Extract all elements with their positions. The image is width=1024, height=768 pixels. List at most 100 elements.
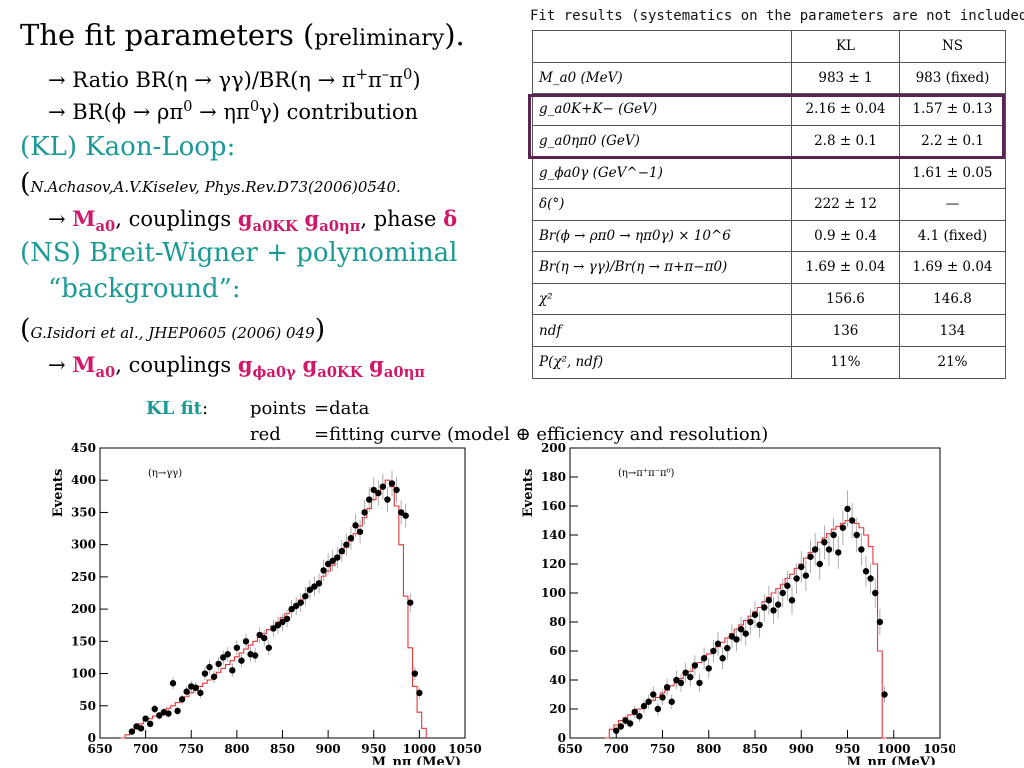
chart-annotation: (η→γγ) [148,468,182,479]
data-point [197,689,204,697]
data-point [183,688,190,695]
data-point [858,546,865,553]
param-cell: ndf [532,314,792,347]
data-point [640,702,648,710]
data-point [315,580,323,587]
chart-annotation: (η→π⁺π⁻π⁰) [618,468,675,479]
data-point [365,496,373,503]
table-row: Br(η → γγ)/Br(η → π+π−π0) 1.69 ± 0.04 1.69… [532,251,1006,284]
data-point [779,589,786,597]
ns-cell: 134 [899,314,1006,347]
data-point [146,720,154,728]
data-point [156,712,163,719]
data-point [636,713,643,720]
data-point [192,684,200,691]
kl-cell: 983 ± 1 [791,61,900,95]
data-point [774,601,782,608]
ns-cell: 1.61 ± 0.05 [899,156,1006,189]
table-header-cell: KL [791,30,900,63]
data-point [407,599,414,606]
kl-cell: 222 ± 12 [791,187,900,221]
ns-cell: 4.1 (fixed) [899,219,1006,253]
ns-heading-1: (NS) Breit-Wigner + polynominal [20,238,458,268]
data-point [714,640,722,647]
data-point [402,512,409,519]
data-point [261,634,268,642]
table-header-cell: NS [899,30,1006,63]
y-tick-label: 50 [79,699,96,713]
data-point [645,698,652,705]
x-tick-label: 850 [270,742,295,756]
y-tick-label: 100 [71,667,96,681]
y-tick-label: 120 [541,557,566,571]
data-point [848,517,856,524]
ns-cell: 1.69 ± 0.04 [899,251,1006,284]
chart-eta-gamma-gamma: 650 700 750 800 850 900 950 1000 1050 0 50 100 150 20… [51,441,482,765]
param-cell: g_a0ηπ0 (GeV) [532,124,792,158]
fit-curve [120,479,427,739]
table-header-cell [532,30,792,63]
data-point [251,652,259,659]
legend-points-key: points [250,398,307,419]
y-tick-label: 140 [541,528,566,542]
data-point [347,535,355,542]
x-tick-label: 800 [696,742,721,756]
x-tick-label: 700 [133,742,158,756]
data-point [329,557,336,564]
x-tick-label: 850 [742,742,767,756]
data-point [297,599,304,606]
data-point [397,509,405,516]
data-point [765,597,773,604]
param-cell: g_a0K+K− (GeV) [532,93,792,126]
data-point [691,662,699,669]
data-point [682,669,689,676]
x-tick-label: 1050 [923,742,955,756]
data-point [265,644,273,651]
ns-cell: — [899,187,1006,221]
x-tick-label: 800 [224,742,249,756]
data-point [867,575,874,582]
data-point [137,725,145,732]
kl-heading: (KL) Kaon-Loop: [20,132,236,162]
kl-cell: 156.6 [791,282,900,316]
data-point [292,602,300,610]
data-point [756,621,763,629]
kl-cell [791,156,900,189]
data-point [724,644,731,652]
data-point [256,631,263,639]
table-row: ndf 136 134 [532,314,1006,347]
y-tick-label: 80 [549,615,566,629]
data-point [416,689,423,697]
x-tick-label: 950 [835,742,860,756]
data-point [821,539,828,546]
data-point [379,483,387,490]
param-cell: M_a0 (MeV) [532,61,792,95]
data-point [242,638,250,645]
bullet-ratio: → Ratio BR(η → γγ)/BR(η → π+π–π0) [48,66,421,92]
y-axis-label: Events [51,469,66,518]
data-point [659,694,666,701]
y-tick-label: 0 [88,731,96,745]
data-point [677,679,685,687]
y-tick-label: 180 [541,470,566,484]
y-tick-label: 160 [541,499,566,513]
data-point [737,626,745,633]
table-row: P(χ², ndf) 11% 21% [532,345,1006,379]
y-tick-label: 100 [541,586,566,600]
data-point [881,691,888,698]
data-point [751,611,759,618]
chart-eta-three-pi: 650 700 750 800 850 900 950 1000 1050 0 20 40 60 80 10… [521,441,955,765]
data-point [816,560,823,568]
kl-citation: (N.Achasov,A.V.Kiselev, Phys.Rev.D73(200… [20,168,401,199]
data-point [862,568,870,575]
param-cell: δ(°) [532,187,792,221]
bullet-br: → BR(ϕ → ρπ0 → ηπ0γ) contribution [48,98,419,124]
data-point [728,633,736,640]
plot-frame [99,447,466,739]
data-point [288,605,295,613]
x-tick-label: 1000 [403,742,436,756]
page-title: The fit parameters (preliminary). [20,18,465,52]
param-cell: P(χ², ndf) [532,345,792,379]
ns-params: → Ma0, couplings gϕa0γ ga0KK ga0ηπ [48,352,426,382]
data-point [233,644,241,651]
